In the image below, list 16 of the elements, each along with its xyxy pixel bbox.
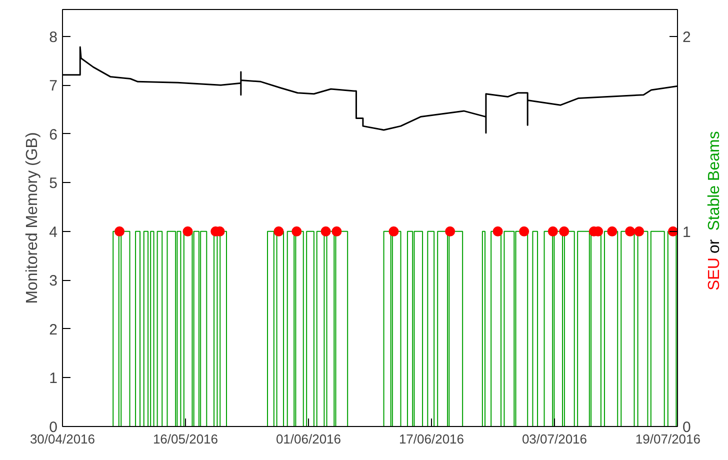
- y-tick-label: 3: [49, 272, 58, 290]
- y-tick-label: 7: [49, 78, 58, 95]
- x-tick-label: 17/06/2016: [398, 432, 464, 446]
- y-axis-title: Monitored Memory (GB): [24, 132, 42, 304]
- y2-tick-label: 2: [682, 28, 691, 46]
- y-tick-label: 4: [49, 224, 58, 241]
- y-tick-label: 5: [49, 175, 58, 192]
- y2-axis-title: SEU or Stable Beams: [706, 131, 723, 291]
- x-tick-label: 01/06/2016: [276, 432, 342, 446]
- x-tick-label: 16/05/2016: [152, 432, 218, 446]
- y2-tick-label: 1: [682, 224, 691, 241]
- y-tick-label: 6: [49, 126, 58, 144]
- x-tick-label: 03/07/2016: [522, 432, 588, 446]
- y-tick-label: 2: [49, 321, 58, 338]
- y-tick-label: 1: [49, 370, 58, 388]
- y-tick-label: 8: [49, 28, 58, 46]
